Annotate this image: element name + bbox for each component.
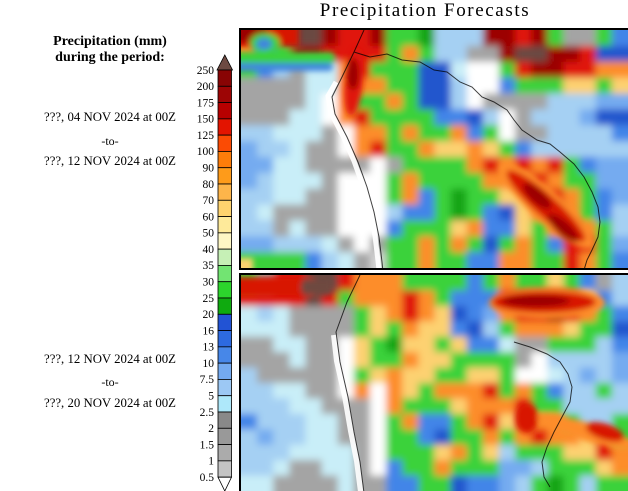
svg-text:7.5: 7.5	[200, 374, 215, 386]
svg-text:30: 30	[203, 277, 215, 289]
svg-text:0.5: 0.5	[200, 472, 215, 484]
svg-text:100: 100	[197, 146, 215, 158]
svg-text:2: 2	[208, 423, 214, 435]
svg-text:70: 70	[203, 195, 215, 207]
svg-text:200: 200	[197, 81, 215, 93]
svg-text:60: 60	[203, 211, 215, 223]
svg-text:50: 50	[203, 228, 215, 240]
svg-text:35: 35	[203, 260, 215, 272]
svg-text:40: 40	[203, 244, 215, 256]
svg-text:5: 5	[208, 391, 214, 403]
svg-text:2.5: 2.5	[200, 407, 215, 419]
svg-text:250: 250	[197, 65, 215, 77]
svg-text:1: 1	[208, 456, 214, 468]
svg-text:90: 90	[203, 163, 215, 175]
svg-text:125: 125	[197, 130, 215, 142]
svg-text:150: 150	[197, 114, 215, 126]
svg-text:10: 10	[203, 358, 215, 370]
svg-text:25: 25	[203, 293, 215, 305]
svg-text:1.5: 1.5	[200, 439, 215, 451]
svg-text:16: 16	[203, 325, 215, 337]
svg-text:20: 20	[203, 309, 215, 321]
svg-text:80: 80	[203, 179, 215, 191]
svg-text:175: 175	[197, 97, 215, 109]
svg-text:13: 13	[203, 342, 215, 354]
